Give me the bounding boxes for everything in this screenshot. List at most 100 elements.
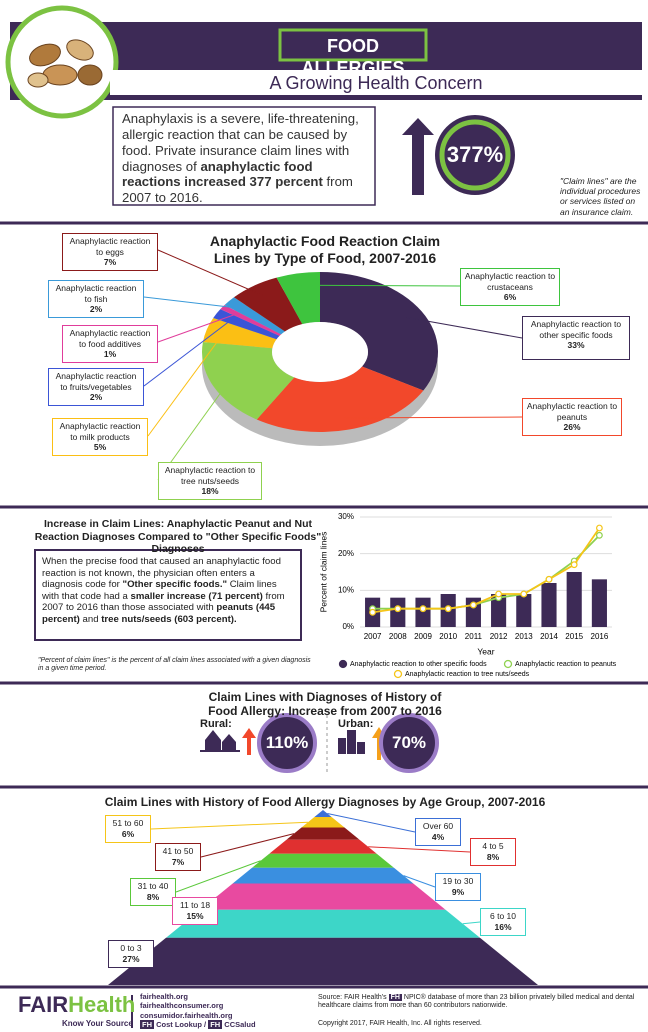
app[interactable]: Cost Lookup / (156, 1020, 206, 1029)
box-category: 31 to 40 (133, 881, 173, 892)
source-part: Source: FAIR Health's (318, 994, 387, 1001)
y-tick-label: 0% (342, 622, 354, 631)
app[interactable]: CCSalud (224, 1020, 255, 1029)
rural-value: 110% (259, 733, 315, 753)
y-tick-label: 20% (338, 549, 354, 558)
tagline: Know Your Source (62, 1019, 133, 1029)
box-category: Anaphylactic reaction to fish (51, 283, 141, 304)
box-category: Anaphylactic reaction to food additives (65, 328, 155, 349)
layer-label: 41 to 507% (155, 843, 201, 871)
badge: FH (389, 994, 402, 1001)
x-tick-label: 2007 (364, 632, 382, 641)
box-value: 6% (463, 292, 557, 303)
page: 0%10%20%30%Percent of claim linesYear200… (0, 0, 648, 1032)
box-value: 7% (158, 857, 198, 868)
x-tick-label: 2015 (565, 632, 583, 641)
x-tick-label: 2010 (439, 632, 457, 641)
legend-label: Anaphylactic reaction to other specific … (350, 661, 487, 668)
link[interactable]: fairhealth.org (140, 992, 256, 1001)
urban-value: 70% (381, 733, 437, 753)
up-arrow (402, 118, 434, 195)
legend-swatch (340, 661, 347, 668)
rural-icon (200, 730, 240, 752)
box-category: Anaphylactic reaction to fruits/vegetabl… (51, 371, 141, 392)
x-tick-label: 2014 (540, 632, 558, 641)
subtitle: A Growing Health Concern (110, 73, 642, 95)
box-value: 27% (111, 954, 151, 965)
box-value: 4% (418, 832, 458, 843)
pyramid-title: Claim Lines with History of Food Allergy… (80, 795, 570, 809)
point (521, 591, 527, 597)
box-category: Anaphylactic reaction to other specific … (525, 319, 627, 340)
bar (592, 579, 607, 627)
box-value: 6% (108, 829, 148, 840)
slice-label: Anaphylactic reaction to fruits/vegetabl… (48, 368, 144, 406)
desc-bold: tree nuts/seeds (603 percent). (101, 614, 236, 625)
pyramid-layer (233, 868, 414, 884)
desc-bold: smaller increase (71 percent) (131, 591, 263, 602)
urban-icon (338, 730, 365, 754)
copyright: Copyright 2017, FAIR Health, Inc. All ri… (318, 1020, 482, 1028)
y-tick-label: 10% (338, 585, 354, 594)
box-value: 7% (65, 257, 155, 268)
source: Source: FAIR Health's FH NPIC® database … (318, 994, 638, 1011)
badge: FH (140, 1020, 154, 1029)
layer-label: 6 to 1016% (480, 908, 526, 936)
slice-label: Anaphylactic reaction to tree nuts/seeds… (158, 462, 262, 500)
slice-label: Anaphylactic reaction to other specific … (522, 316, 630, 360)
donut-hole (272, 322, 368, 382)
box-value: 8% (133, 892, 173, 903)
box-value: 1% (65, 349, 155, 360)
legend-swatch (505, 661, 512, 668)
link[interactable]: consumidor.fairhealth.org (140, 1011, 256, 1020)
box-category: Anaphylactic reaction to crustaceans (463, 271, 557, 292)
x-tick-label: 2009 (414, 632, 432, 641)
desc-part: and (80, 614, 101, 625)
point (445, 606, 451, 612)
line (373, 528, 600, 612)
bar (415, 598, 430, 627)
box-category: Over 60 (418, 821, 458, 832)
legend-label: Anaphylactic reaction to peanuts (515, 661, 617, 668)
point (370, 610, 376, 616)
point (546, 577, 552, 583)
point (471, 602, 477, 608)
box-value: 2% (51, 304, 141, 315)
slice-label: Anaphylactic reaction to milk products5% (52, 418, 148, 456)
link[interactable]: fairhealthconsumer.org (140, 1001, 256, 1010)
y-tick-label: 30% (338, 512, 354, 521)
claim-note: "Claim lines" are the individual procedu… (560, 176, 645, 217)
badge: FH (208, 1020, 222, 1029)
box-category: Anaphylactic reaction to eggs (65, 236, 155, 257)
x-tick-label: 2016 (591, 632, 609, 641)
x-tick-label: 2013 (515, 632, 533, 641)
pyramid-layer (286, 828, 359, 840)
description: When the precise food that caused an ana… (42, 556, 296, 625)
bar (541, 583, 556, 627)
point (420, 606, 426, 612)
x-tick-label: 2012 (490, 632, 508, 641)
nuts-image (8, 8, 116, 116)
pyramid-layer (108, 938, 538, 985)
box-category: 19 to 30 (438, 876, 478, 887)
bar (516, 594, 531, 627)
point (496, 591, 502, 597)
pyramid-layer (269, 840, 377, 854)
point (597, 533, 603, 539)
box-value: 15% (175, 911, 215, 922)
box-category: 11 to 18 (175, 900, 215, 911)
bar (390, 598, 405, 627)
trend-title: Increase in Claim Lines: Anaphylactic Pe… (28, 518, 328, 556)
box-value: 33% (525, 340, 627, 351)
pyramid-layer (200, 884, 445, 910)
box-category: 6 to 10 (483, 911, 523, 922)
desc-bold: "Other specific foods." (123, 579, 228, 590)
badge-text: 377% (435, 142, 515, 168)
urban-label: Urban: (338, 718, 373, 731)
box-value: 18% (161, 486, 259, 497)
leader-line (151, 822, 308, 829)
layer-label: 51 to 606% (105, 815, 151, 843)
